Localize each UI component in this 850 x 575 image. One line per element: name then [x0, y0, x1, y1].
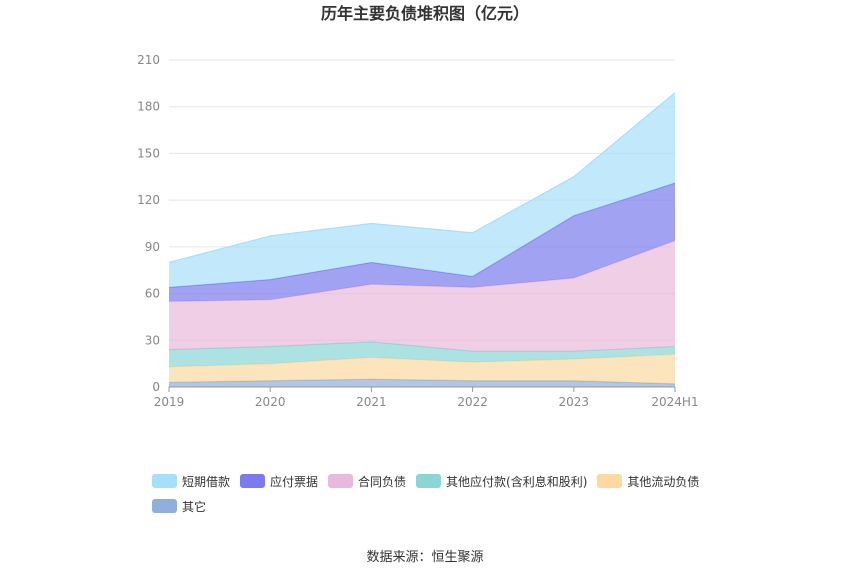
area-edge-短期借款: [168, 92, 676, 264]
legend-item[interactable]: 合同负债: [328, 472, 406, 490]
legend-item[interactable]: 其它: [152, 497, 206, 515]
legend-label: 应付票据: [270, 474, 319, 489]
y-tick-label: 120: [137, 193, 160, 207]
legend-label: 其它: [182, 499, 207, 514]
y-tick-label: 0: [152, 380, 160, 394]
legend-label: 其他流动负债: [627, 474, 700, 489]
area-series: [168, 92, 676, 387]
legend-label: 其他应付款(含利息和股利): [446, 474, 588, 489]
legend-item[interactable]: 短期借款: [152, 472, 230, 490]
x-tick-label: 2019: [154, 395, 185, 409]
legend-swatch: [328, 474, 354, 488]
legend-item[interactable]: 应付票据: [240, 472, 318, 490]
legend-item[interactable]: 其他流动负债: [597, 472, 699, 490]
y-tick-label: 210: [137, 53, 160, 67]
chart-title: 历年主要负债堆积图（亿元）: [321, 4, 529, 23]
y-tick-label: 60: [145, 287, 160, 301]
x-tick-label: 2022: [457, 395, 488, 409]
legend-swatch: [152, 474, 177, 488]
legend-swatch: [597, 474, 623, 488]
area-短期借款: [169, 92, 675, 288]
y-tick-label: 150: [137, 146, 160, 160]
x-tick-label: 2020: [255, 395, 286, 409]
y-axis: 0 30 60 90 120 150 180 210: [137, 53, 160, 394]
area-合同负债: [169, 240, 675, 352]
area-其他流动负债: [169, 354, 675, 384]
legend: 短期借款 应付票据 合同负债 其他应付款(含利息和股利) 其他流动负债其它: [152, 472, 752, 522]
area-应付票据: [169, 183, 675, 302]
area-其他应付款(含利息和股利): [169, 341, 675, 367]
x-axis: 2019 2020 2021 2022 2023 2024H1: [154, 386, 699, 409]
x-tick-label: 2024H1: [651, 395, 698, 409]
legend-swatch: [240, 474, 266, 488]
data-source: 数据来源：恒生聚源: [366, 550, 484, 565]
y-tick-label: 180: [137, 100, 160, 114]
legend-swatch: [416, 474, 442, 488]
x-tick-label: 2023: [559, 395, 590, 409]
legend-label: 短期借款: [182, 474, 231, 489]
x-tick-label: 2021: [356, 395, 387, 409]
legend-swatch: [152, 499, 177, 513]
y-tick-label: 30: [145, 333, 160, 347]
y-tick-label: 90: [145, 240, 160, 254]
legend-item[interactable]: 其他应付款(含利息和股利): [416, 472, 587, 490]
legend-label: 合同负债: [358, 474, 407, 489]
